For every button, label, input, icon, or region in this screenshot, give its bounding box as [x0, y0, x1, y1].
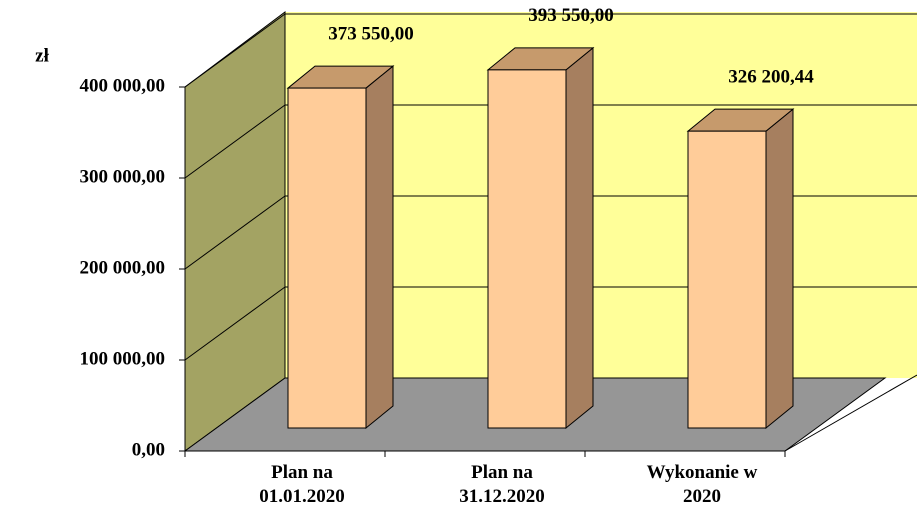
- x-tick-label: Wykonanie w 2020: [647, 462, 758, 507]
- grid-line: [184, 286, 286, 361]
- value-label: 393 550,00: [528, 5, 614, 26]
- y-tick-label: 400 000,00: [80, 75, 166, 96]
- bar: [287, 87, 367, 429]
- y-tick-label: 100 000,00: [80, 348, 166, 369]
- bar-side: [365, 65, 394, 430]
- x-tick-label: Plan na 31.12.2020: [459, 462, 545, 507]
- bar-side: [765, 108, 794, 430]
- x-tick-label: Plan na 01.01.2020: [259, 462, 345, 507]
- floor-edge: [784, 374, 917, 452]
- grid-line: [184, 13, 286, 88]
- grid-line: [184, 195, 286, 270]
- y-tick-label: 200 000,00: [80, 257, 166, 278]
- y-tick-label: 0,00: [132, 439, 165, 460]
- value-label: 373 550,00: [328, 23, 414, 44]
- side-wall: [184, 11, 286, 452]
- value-label: 326 200,44: [728, 67, 814, 88]
- y-tick-label: 300 000,00: [80, 166, 166, 187]
- bar-side: [565, 46, 594, 430]
- y-axis-label: zł: [35, 45, 49, 66]
- bar: [687, 130, 767, 429]
- grid-line: [184, 104, 286, 179]
- bar: [487, 69, 567, 429]
